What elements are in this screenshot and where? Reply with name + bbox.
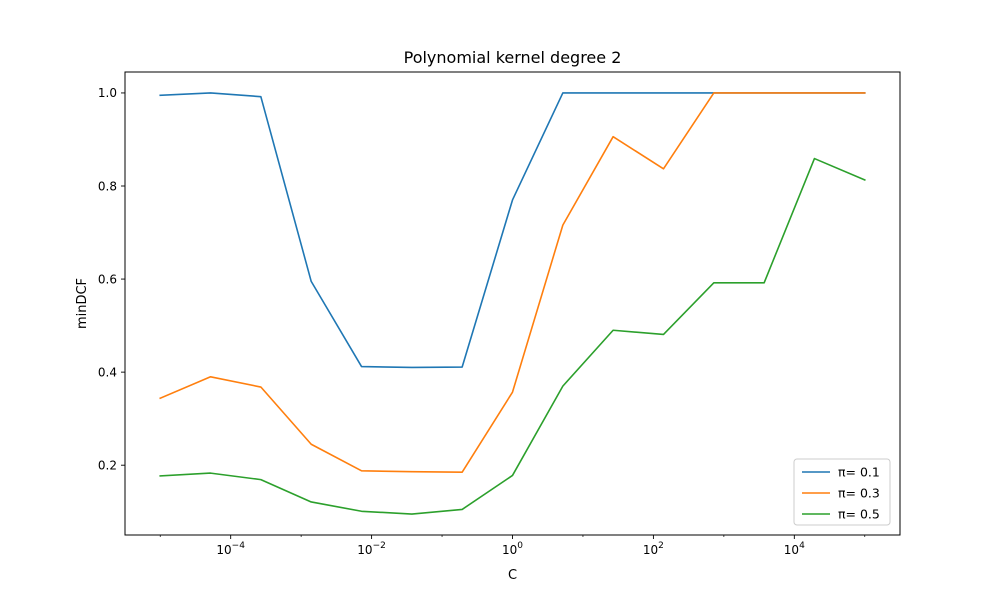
x-axis-label: C bbox=[508, 568, 517, 583]
x-axis-ticks: 10−4 10−2 100 102 104 bbox=[159, 535, 866, 557]
y-axis-ticks: 0.2 0.4 0.6 0.8 1.0 bbox=[98, 86, 125, 473]
x-tick-label: 10−2 bbox=[357, 541, 386, 557]
series-layer bbox=[159, 92, 866, 515]
y-tick-label: 1.0 bbox=[98, 86, 117, 100]
legend-label: π= 0.3 bbox=[838, 486, 880, 501]
y-tick-label: 0.4 bbox=[98, 365, 117, 379]
chart-title: Polynomial kernel degree 2 bbox=[404, 48, 622, 67]
y-tick-label: 0.8 bbox=[98, 179, 117, 193]
x-tick-label: 104 bbox=[784, 541, 805, 557]
series-line-3 bbox=[159, 157, 866, 515]
x-tick-label: 100 bbox=[502, 541, 523, 557]
legend-label: π= 0.1 bbox=[838, 465, 880, 480]
legend: π= 0.1 π= 0.3 π= 0.5 bbox=[793, 458, 891, 526]
y-tick-label: 0.2 bbox=[98, 459, 117, 473]
y-tick-label: 0.6 bbox=[98, 272, 117, 286]
x-tick-label: 102 bbox=[643, 541, 664, 557]
legend-box bbox=[793, 458, 891, 526]
series-line-2 bbox=[159, 92, 866, 473]
x-tick-label: 10−4 bbox=[216, 541, 245, 557]
y-axis-label: minDCF bbox=[75, 278, 90, 329]
legend-label: π= 0.5 bbox=[838, 507, 880, 522]
